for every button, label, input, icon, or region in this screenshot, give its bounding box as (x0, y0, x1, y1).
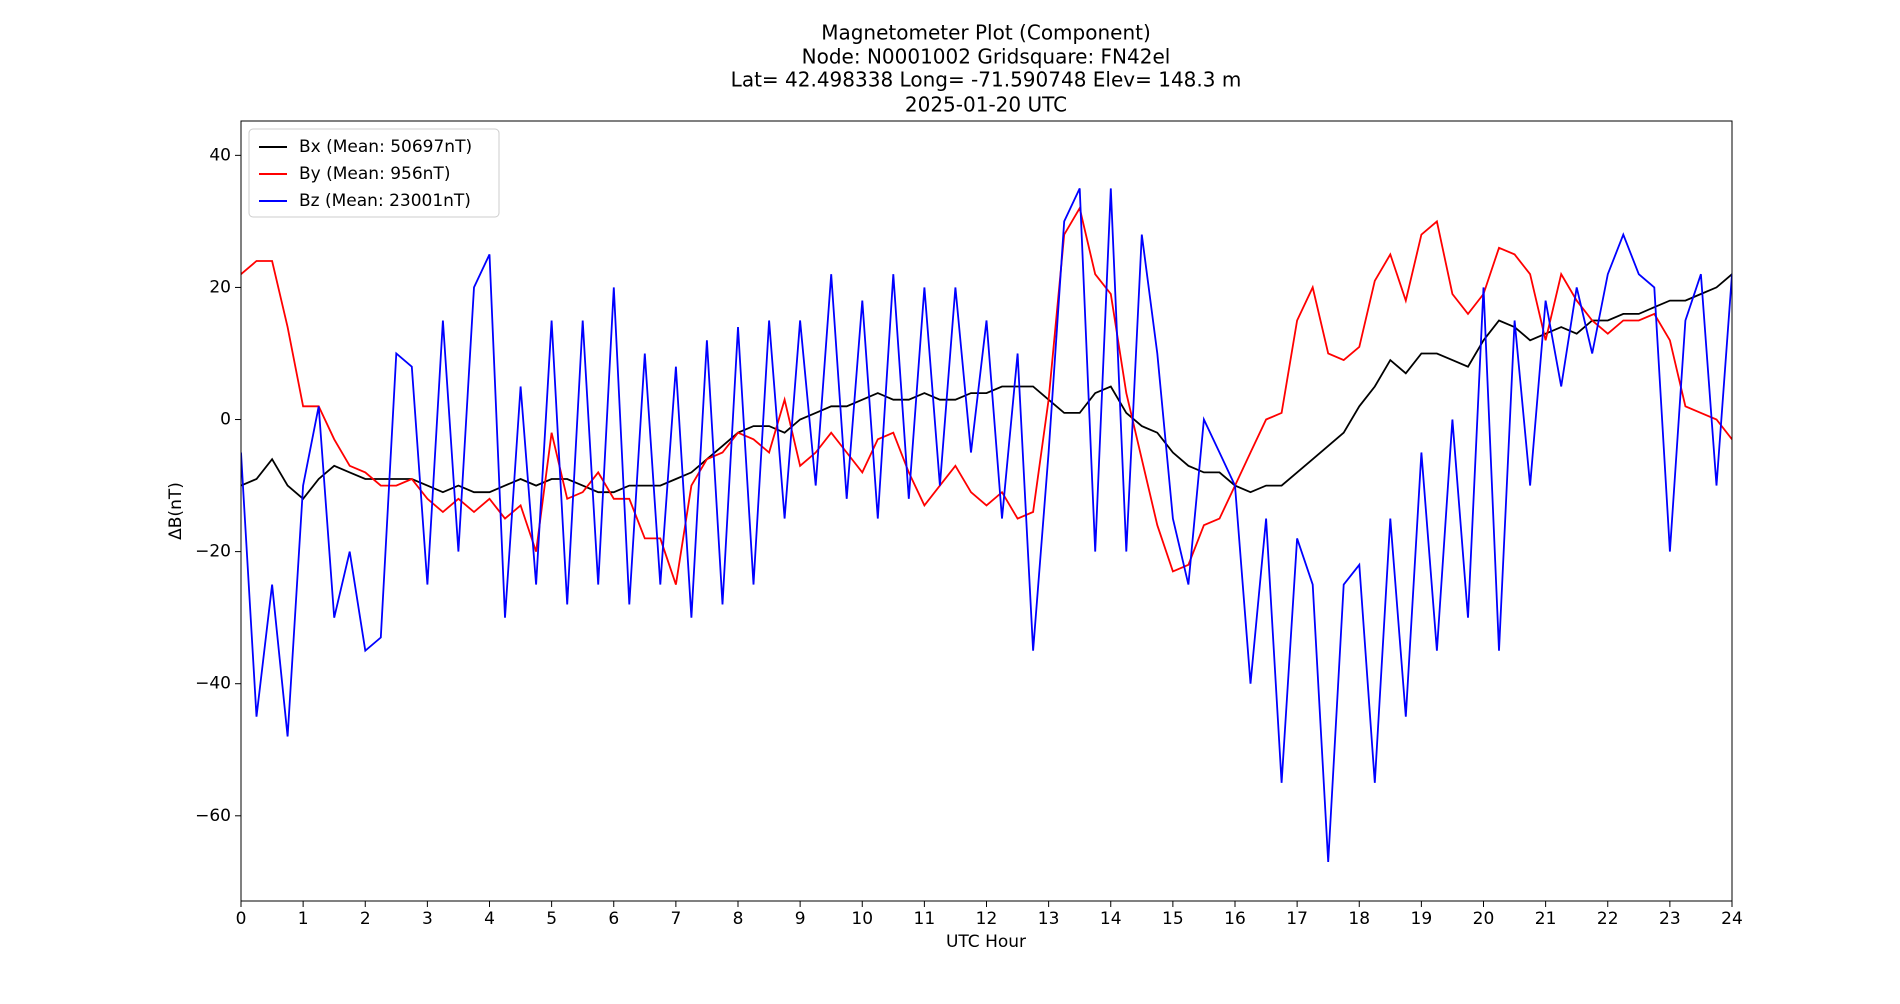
x-tick-label: 13 (1038, 909, 1060, 929)
x-tick-label: 4 (484, 909, 495, 929)
y-tick-label: −40 (195, 674, 231, 694)
x-tick-label: 9 (795, 909, 806, 929)
legend-label: Bz (Mean: 23001nT) (299, 191, 471, 211)
x-tick-label: 14 (1100, 909, 1122, 929)
y-axis-label: ΔB(nT) (166, 482, 186, 540)
x-tick-label: 22 (1597, 909, 1619, 929)
y-tick-label: 40 (209, 145, 231, 165)
y-tick-label: 0 (220, 410, 231, 430)
x-tick-label: 24 (1721, 909, 1743, 929)
x-axis-label: UTC Hour (946, 932, 1026, 952)
x-tick-label: 11 (914, 909, 936, 929)
x-tick-label: 7 (670, 909, 681, 929)
legend-label: By (Mean: 956nT) (299, 164, 450, 184)
chart-subtitle: 2025-01-20 UTC (905, 93, 1067, 117)
series-line (241, 273, 1732, 501)
series-line (241, 188, 1732, 863)
x-tick-label: 16 (1224, 909, 1246, 929)
x-tick-label: 6 (608, 909, 619, 929)
x-tick-label: 3 (422, 909, 433, 929)
x-tick-label: 19 (1411, 909, 1433, 929)
x-tick-label: 2 (360, 909, 371, 929)
x-tick-label: 17 (1286, 909, 1308, 929)
chart-subtitle: Lat= 42.498338 Long= -71.590748 Elev= 14… (731, 68, 1242, 92)
x-tick-label: 21 (1535, 909, 1557, 929)
legend-box (248, 128, 500, 218)
x-tick-label: 5 (546, 909, 557, 929)
x-tick-label: 15 (1162, 909, 1184, 929)
chart-title: Magnetometer Plot (Component) (821, 21, 1151, 45)
y-tick-label: −20 (195, 542, 231, 562)
x-tick-label: 12 (976, 909, 998, 929)
y-tick-label: 20 (209, 277, 231, 297)
x-tick-label: 20 (1473, 909, 1495, 929)
plot-frame (240, 120, 1733, 902)
x-tick-label: 18 (1348, 909, 1370, 929)
series-line (241, 205, 1732, 585)
legend-label: Bx (Mean: 50697nT) (299, 137, 472, 157)
x-tick-label: 10 (851, 909, 873, 929)
x-tick-label: 1 (298, 909, 309, 929)
x-tick-label: 23 (1659, 909, 1681, 929)
y-tick-label: −60 (195, 806, 231, 826)
chart-subtitle: Node: N0001002 Gridsquare: FN42el (802, 45, 1171, 69)
x-tick-label: 0 (236, 909, 247, 929)
x-tick-label: 8 (733, 909, 744, 929)
